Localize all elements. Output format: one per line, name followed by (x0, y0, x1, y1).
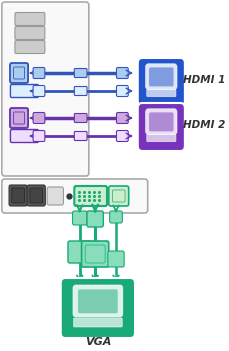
FancyBboxPatch shape (9, 185, 27, 206)
FancyBboxPatch shape (10, 108, 28, 128)
FancyBboxPatch shape (61, 278, 135, 338)
FancyBboxPatch shape (146, 64, 177, 90)
FancyBboxPatch shape (138, 58, 185, 106)
FancyBboxPatch shape (147, 134, 176, 142)
FancyBboxPatch shape (110, 211, 122, 223)
FancyBboxPatch shape (74, 113, 87, 122)
FancyBboxPatch shape (117, 131, 128, 141)
FancyBboxPatch shape (117, 67, 128, 79)
FancyBboxPatch shape (74, 86, 87, 95)
FancyBboxPatch shape (74, 68, 87, 78)
FancyBboxPatch shape (33, 86, 45, 97)
FancyBboxPatch shape (11, 85, 38, 98)
FancyBboxPatch shape (12, 188, 25, 203)
FancyBboxPatch shape (147, 90, 176, 97)
FancyBboxPatch shape (74, 318, 122, 327)
FancyBboxPatch shape (117, 113, 128, 124)
Text: HDMI 1: HDMI 1 (183, 75, 226, 85)
FancyBboxPatch shape (68, 241, 92, 263)
FancyBboxPatch shape (149, 67, 174, 87)
FancyBboxPatch shape (33, 131, 45, 141)
FancyBboxPatch shape (117, 86, 128, 97)
FancyBboxPatch shape (15, 40, 45, 53)
FancyBboxPatch shape (27, 185, 45, 206)
FancyBboxPatch shape (15, 13, 45, 26)
FancyBboxPatch shape (138, 103, 185, 151)
FancyBboxPatch shape (73, 211, 87, 225)
FancyBboxPatch shape (108, 251, 124, 267)
Text: HDMI 2: HDMI 2 (183, 120, 226, 130)
FancyBboxPatch shape (85, 245, 105, 263)
FancyBboxPatch shape (73, 285, 123, 317)
FancyBboxPatch shape (47, 187, 63, 205)
FancyBboxPatch shape (11, 130, 38, 143)
FancyBboxPatch shape (14, 67, 25, 79)
FancyBboxPatch shape (15, 26, 45, 40)
FancyBboxPatch shape (149, 112, 174, 132)
FancyBboxPatch shape (109, 186, 129, 206)
Text: VGA: VGA (85, 337, 111, 347)
FancyBboxPatch shape (74, 186, 107, 206)
FancyBboxPatch shape (87, 211, 103, 227)
FancyBboxPatch shape (112, 190, 125, 202)
FancyBboxPatch shape (30, 188, 43, 203)
FancyBboxPatch shape (14, 112, 25, 124)
FancyBboxPatch shape (33, 67, 45, 79)
FancyBboxPatch shape (82, 241, 109, 267)
FancyBboxPatch shape (33, 113, 45, 124)
FancyBboxPatch shape (78, 289, 118, 313)
FancyBboxPatch shape (2, 179, 148, 213)
FancyBboxPatch shape (146, 109, 177, 134)
FancyBboxPatch shape (2, 2, 89, 176)
FancyBboxPatch shape (10, 63, 28, 83)
FancyBboxPatch shape (74, 132, 87, 140)
